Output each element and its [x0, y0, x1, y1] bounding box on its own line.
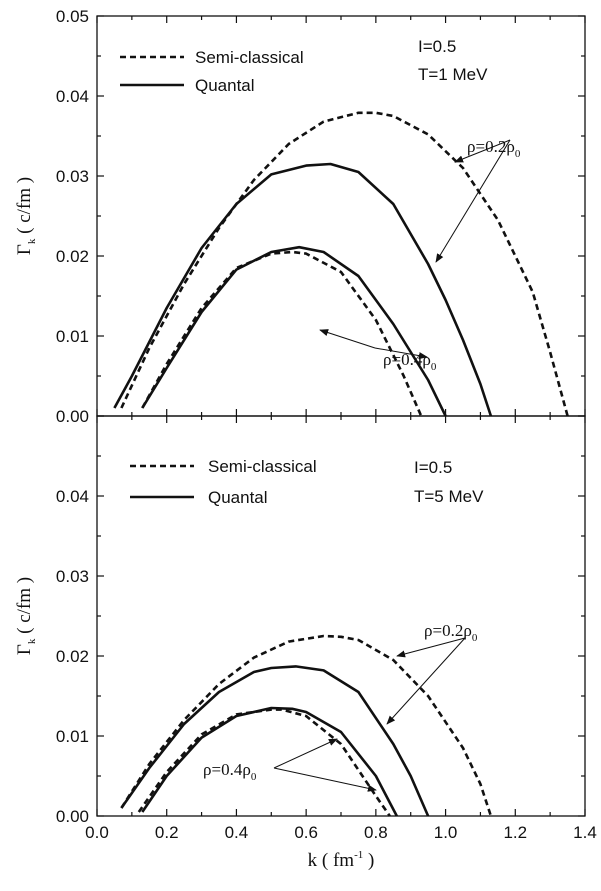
- x-tick-label: 0.0: [85, 823, 109, 842]
- density-label-subscript: 0: [251, 771, 257, 783]
- y-axis-title-subscript: k: [26, 238, 38, 244]
- y-tick-label: 0.03: [56, 567, 89, 586]
- x-axis-title-main: k ( fm: [308, 850, 355, 871]
- semiclassical-curve: [141, 250, 423, 417]
- y-tick-label: 0.01: [56, 327, 89, 346]
- annotation-arrow: [435, 139, 511, 263]
- y-tick-label: 0.05: [56, 7, 89, 26]
- y-axis-title-symbol: Γ: [14, 244, 35, 255]
- semiclassical-curve: [120, 634, 493, 817]
- quantal-curve: [141, 706, 398, 817]
- annotation-arrow: [319, 329, 376, 349]
- x-axis-title: k ( fm-1 ): [308, 849, 375, 871]
- annotation-arrow: [273, 767, 377, 792]
- condition-temperature: T=5 MeV: [414, 487, 484, 506]
- density-label: ρ=0.4ρ0: [383, 350, 437, 373]
- y-axis-title-subscript: k: [26, 638, 38, 644]
- annotation-arrow: [374, 347, 428, 360]
- x-axis-title-rest: ): [363, 850, 374, 871]
- semiclassical-curve: [137, 708, 391, 817]
- y-axis-title-units: ( c/fm ): [14, 577, 35, 639]
- density-label-subscript: 0: [431, 361, 437, 373]
- y-tick-label: 0.04: [56, 487, 89, 506]
- density-label-main: ρ=0.4ρ: [383, 350, 431, 369]
- y-tick-label: 0.04: [56, 87, 89, 106]
- x-tick-label: 0.6: [294, 823, 318, 842]
- y-axis-title-units: ( c/fm ): [14, 177, 35, 239]
- annotation-arrow: [396, 637, 466, 658]
- density-label: ρ=0.4ρ0: [203, 760, 257, 783]
- quantal-curve: [113, 162, 493, 417]
- panel-top: 0.00 0.01 0.02 0.03 0.04 0.05 Γk ( c/fm ) Semi-…: [14, 7, 586, 426]
- y-tick-label: 0.02: [56, 247, 89, 266]
- annotation-arrow: [386, 637, 466, 725]
- density-label-main: ρ=0.2ρ: [467, 137, 515, 156]
- plot-frame: [96, 415, 586, 817]
- semiclassical-curve: [120, 111, 569, 417]
- x-tick-label: 0.2: [155, 823, 179, 842]
- y-tick-label: 0.00: [56, 807, 89, 826]
- y-tick-label: 0.01: [56, 727, 89, 746]
- legend-quantal-label: Quantal: [195, 76, 255, 95]
- x-tick-label: 0.4: [225, 823, 249, 842]
- x-axis-title-superscript: -1: [354, 849, 363, 861]
- x-tick-label: 1.0: [434, 823, 458, 842]
- annotation-arrow: [273, 738, 338, 769]
- y-axis-title: Γk ( c/fm ): [14, 577, 38, 655]
- condition-isospin: I=0.5: [418, 37, 456, 56]
- x-tick-label: 0.8: [364, 823, 388, 842]
- x-tick-label: 1.2: [503, 823, 527, 842]
- x-tick-label: 1.4: [573, 823, 597, 842]
- annotation-arrow: [454, 139, 511, 163]
- y-axis-title-symbol: Γ: [14, 644, 35, 655]
- quantal-curve: [120, 665, 430, 817]
- condition-temperature: T=1 MeV: [418, 65, 488, 84]
- density-label-main: ρ=0.4ρ: [203, 760, 251, 779]
- legend-quantal-label: Quantal: [208, 488, 268, 507]
- y-tick-label: 0.03: [56, 167, 89, 186]
- quantal-curve: [141, 245, 447, 417]
- density-label: ρ=0.2ρ0: [467, 137, 521, 160]
- plot-frame: [96, 15, 586, 417]
- panel-bottom: 0.00 0.01 0.02 0.03 0.04 0.0 0.2 0.4 0.6 0.8 1.0 1.…: [14, 415, 597, 842]
- legend-semiclassical-label: Semi-classical: [208, 457, 317, 476]
- condition-isospin: I=0.5: [414, 458, 452, 477]
- x-axis-title-text: k ( fm-1 ): [308, 849, 375, 871]
- y-tick-label: 0.00: [56, 407, 89, 426]
- y-axis-title: Γk ( c/fm ): [14, 177, 38, 255]
- density-label-main: ρ=0.2ρ: [424, 621, 472, 640]
- density-label-subscript: 0: [515, 148, 521, 160]
- y-tick-label: 0.02: [56, 647, 89, 666]
- legend-semiclassical-label: Semi-classical: [195, 48, 304, 67]
- density-label: ρ=0.2ρ0: [424, 621, 478, 644]
- density-label-subscript: 0: [472, 632, 478, 644]
